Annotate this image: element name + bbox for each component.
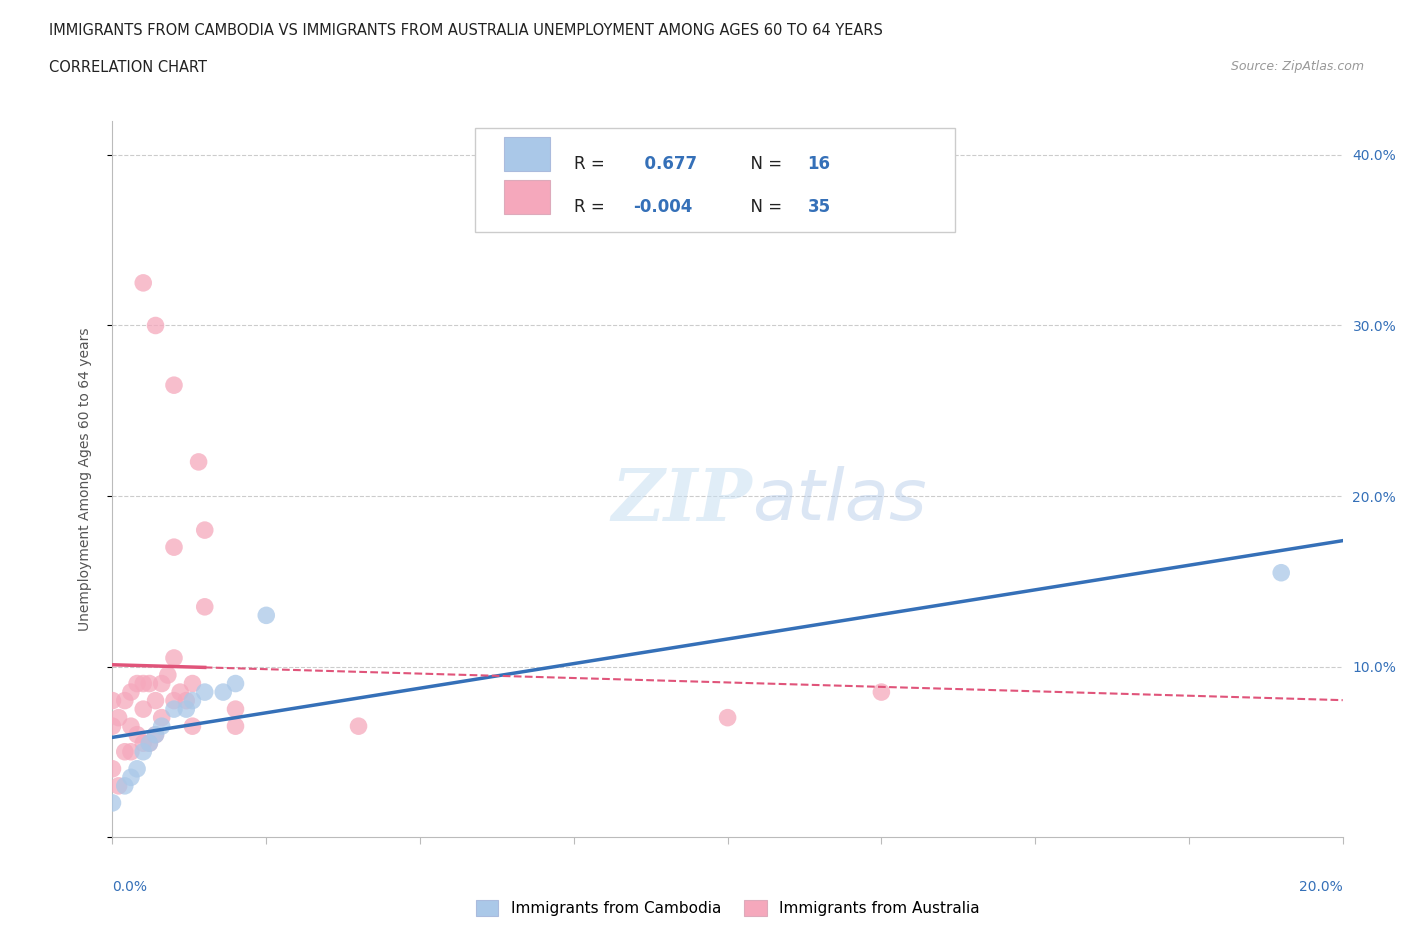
Point	[127, 762, 149, 777]
Point	[1270, 565, 1292, 580]
Point	[138, 736, 160, 751]
Text: R =: R =	[574, 197, 610, 216]
Point	[145, 727, 167, 742]
Y-axis label: Unemployment Among Ages 60 to 64 years: Unemployment Among Ages 60 to 64 years	[77, 327, 91, 631]
Point	[870, 684, 893, 699]
Point	[107, 711, 129, 725]
Text: -0.004: -0.004	[633, 197, 692, 216]
Point	[138, 736, 160, 751]
Point	[132, 744, 155, 759]
FancyBboxPatch shape	[475, 128, 955, 232]
Point	[225, 702, 247, 717]
Bar	[503, 179, 550, 214]
Point	[163, 651, 186, 666]
Text: ZIP: ZIP	[612, 465, 752, 536]
Point	[194, 523, 217, 538]
Point	[150, 719, 173, 734]
Point	[181, 693, 204, 708]
Point	[127, 727, 149, 742]
Point	[347, 719, 370, 734]
Point	[225, 676, 247, 691]
Point	[132, 702, 155, 717]
Point	[114, 778, 136, 793]
Point	[132, 676, 155, 691]
Point	[174, 693, 197, 708]
Legend: Immigrants from Cambodia, Immigrants from Australia: Immigrants from Cambodia, Immigrants fro…	[470, 895, 986, 923]
Point	[225, 719, 247, 734]
Point	[138, 676, 160, 691]
Point	[174, 702, 197, 717]
Point	[145, 693, 167, 708]
Text: 0.677: 0.677	[633, 154, 697, 173]
Text: 20.0%: 20.0%	[1299, 880, 1343, 894]
Point	[163, 702, 186, 717]
Text: IMMIGRANTS FROM CAMBODIA VS IMMIGRANTS FROM AUSTRALIA UNEMPLOYMENT AMONG AGES 60: IMMIGRANTS FROM CAMBODIA VS IMMIGRANTS F…	[49, 23, 883, 38]
Point	[132, 275, 155, 290]
Text: R =: R =	[574, 154, 610, 173]
Point	[181, 676, 204, 691]
Point	[194, 684, 217, 699]
Point	[156, 668, 179, 683]
Text: atlas: atlas	[752, 466, 927, 535]
Point	[150, 711, 173, 725]
Bar	[503, 137, 550, 171]
Text: CORRELATION CHART: CORRELATION CHART	[49, 60, 207, 75]
Point	[101, 719, 124, 734]
Point	[163, 539, 186, 554]
Point	[120, 684, 142, 699]
Point	[717, 711, 740, 725]
Point	[114, 693, 136, 708]
Point	[163, 378, 186, 392]
Point	[132, 736, 155, 751]
Point	[101, 762, 124, 777]
Point	[163, 693, 186, 708]
Point	[120, 770, 142, 785]
Text: N =: N =	[740, 197, 787, 216]
Point	[120, 719, 142, 734]
Point	[101, 693, 124, 708]
Point	[120, 744, 142, 759]
Text: N =: N =	[740, 154, 787, 173]
Text: Source: ZipAtlas.com: Source: ZipAtlas.com	[1230, 60, 1364, 73]
Point	[187, 455, 209, 470]
Point	[127, 676, 149, 691]
Text: 16: 16	[807, 154, 831, 173]
Point	[169, 684, 191, 699]
Point	[145, 318, 167, 333]
Point	[114, 744, 136, 759]
Point	[181, 719, 204, 734]
Text: 35: 35	[807, 197, 831, 216]
Point	[145, 727, 167, 742]
Point	[107, 778, 129, 793]
Text: 0.0%: 0.0%	[112, 880, 148, 894]
Point	[150, 676, 173, 691]
Point	[101, 795, 124, 810]
Point	[194, 600, 217, 615]
Point	[254, 608, 277, 623]
Point	[212, 684, 235, 699]
